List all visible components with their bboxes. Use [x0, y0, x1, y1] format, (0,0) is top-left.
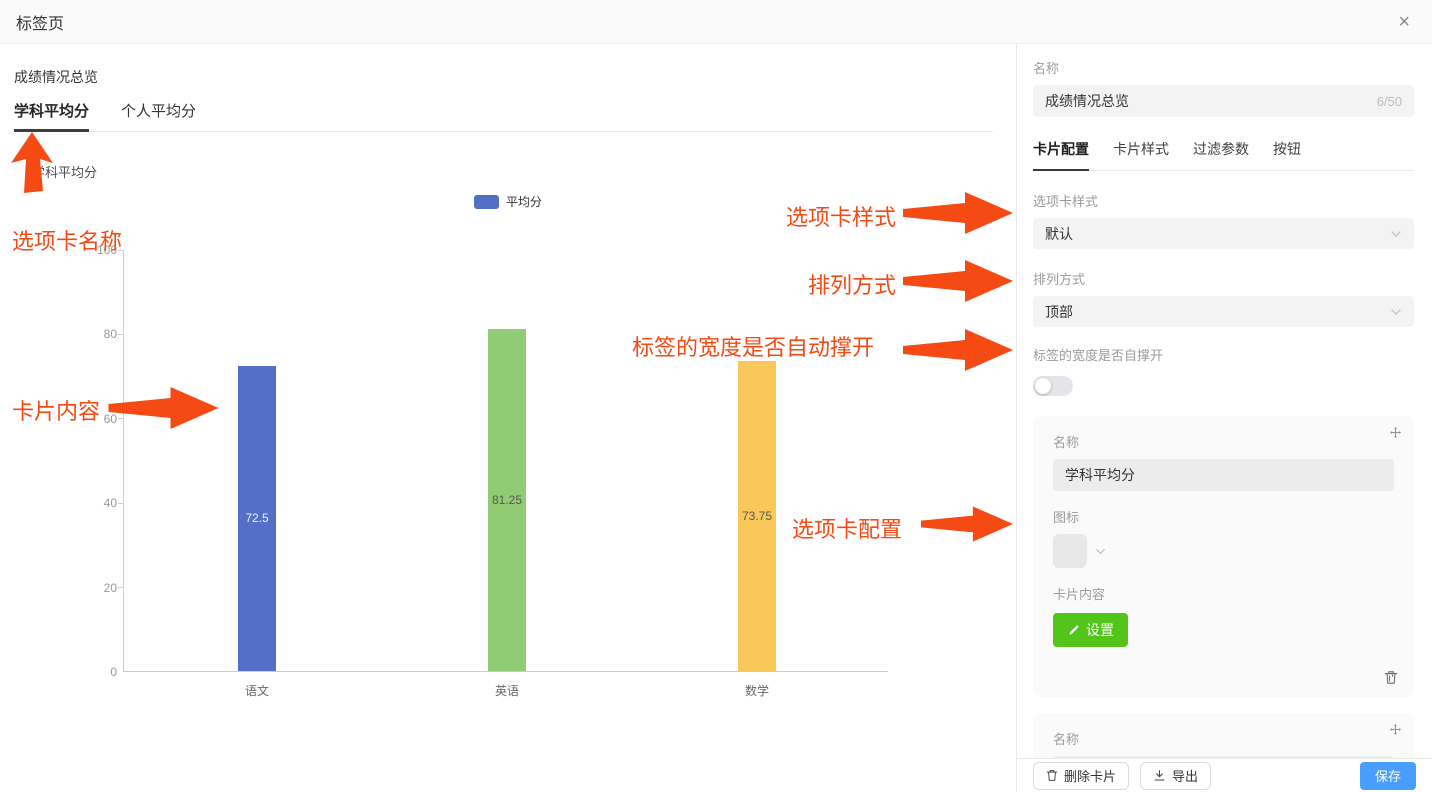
y-tick — [118, 502, 124, 504]
preview-tab-subject-average[interactable]: 学科平均分 — [14, 100, 90, 132]
icon-picker[interactable] — [1053, 534, 1087, 568]
bar-chart: 72.5 81.25 73.75 语文 英语 数学 — [118, 250, 888, 698]
preview-tab-bar: 学科平均分 个人平均分 — [14, 100, 993, 132]
close-icon[interactable]: × — [1398, 10, 1410, 33]
download-icon — [1154, 770, 1165, 781]
tab-style-label: 选项卡样式 — [1033, 194, 1099, 209]
x-axis-label: 数学 — [744, 684, 769, 698]
tab-filter-params[interactable]: 过滤参数 — [1193, 141, 1249, 157]
card-name-value: 学科平均分 — [1065, 467, 1135, 483]
chevron-down-icon[interactable] — [1095, 546, 1106, 557]
annotation-arrow-right-icon — [903, 260, 1013, 302]
annotation-tab-name: 选项卡名称 — [12, 229, 123, 254]
annotation-arrow-right-icon — [921, 506, 1013, 542]
y-tick — [118, 418, 124, 420]
tab-card-item: 名称 学科平均分 图标 卡片内容 设置 — [1033, 416, 1414, 697]
tab-card-item: 名称 个人平均分 图标 — [1033, 713, 1414, 758]
annotation-card-content: 卡片内容 — [12, 399, 101, 424]
bar-chinese[interactable]: 72.5 — [238, 365, 276, 671]
tab-buttons[interactable]: 按钮 — [1273, 141, 1301, 157]
config-tab-bar: 卡片配置 卡片样式 过滤参数 按钮 — [1033, 139, 1414, 171]
auto-width-label: 标签的宽度是否自撑开 — [1033, 348, 1164, 363]
card-name-label: 名称 — [1053, 435, 1080, 450]
name-field-label: 名称 — [1033, 61, 1060, 76]
save-button[interactable]: 保存 — [1359, 761, 1416, 790]
auto-width-toggle[interactable] — [1033, 376, 1073, 396]
annotation-arrow-right-icon — [903, 192, 1013, 234]
delete-card-label: 删除卡片 — [1064, 769, 1117, 784]
delete-card-button[interactable]: 删除卡片 — [1033, 761, 1130, 790]
drag-move-icon[interactable] — [1389, 723, 1402, 736]
settings-button-label: 设置 — [1086, 622, 1114, 638]
y-axis-labels: 100 80 60 40 20 0 — [96, 243, 117, 679]
annotation-tab-style: 选项卡样式 — [786, 205, 897, 230]
annotation-arrow-right-icon — [903, 329, 1013, 371]
trash-icon — [1046, 770, 1058, 781]
x-axis-label: 英语 — [494, 684, 519, 698]
dialog-title: 标签页 — [16, 15, 65, 33]
annotation-tab-config: 选项卡配置 — [792, 517, 903, 542]
card-name-label: 名称 — [1053, 732, 1080, 747]
legend-swatch — [474, 194, 499, 209]
export-label: 导出 — [1172, 769, 1199, 784]
export-button[interactable]: 导出 — [1140, 761, 1212, 790]
bar-value-label: 72.5 — [245, 511, 269, 526]
card-content-settings-button[interactable]: 设置 — [1053, 613, 1128, 647]
name-input[interactable]: 成绩情况总览 6/50 — [1033, 85, 1414, 117]
trash-icon[interactable] — [1384, 670, 1398, 685]
card-name-input[interactable]: 学科平均分 — [1053, 459, 1394, 491]
tab-style-value: 默认 — [1045, 225, 1073, 242]
card-name-input[interactable]: 个人平均分 — [1053, 756, 1394, 758]
chart-legend[interactable]: 平均分 — [474, 193, 542, 210]
legend-label: 平均分 — [506, 195, 543, 209]
arrangement-value: 顶部 — [1045, 303, 1073, 320]
drag-move-icon[interactable] — [1389, 426, 1402, 439]
annotation-auto-width: 标签的宽度是否自动撑开 — [632, 335, 875, 360]
x-axis-label: 语文 — [244, 684, 269, 698]
dialog-header: 标签页 × — [0, 0, 1432, 44]
name-input-value: 成绩情况总览 — [1045, 93, 1129, 109]
arrangement-select[interactable]: 顶部 — [1033, 296, 1414, 327]
card-icon-label: 图标 — [1053, 510, 1080, 525]
toggle-knob — [1035, 378, 1051, 394]
bar-value-label: 81.25 — [491, 492, 523, 507]
char-counter: 6/50 — [1376, 93, 1402, 109]
y-tick — [118, 334, 124, 336]
chevron-down-icon — [1391, 230, 1401, 237]
tab-style-select[interactable]: 默认 — [1033, 218, 1414, 249]
tab-card-config[interactable]: 卡片配置 — [1033, 139, 1089, 171]
edit-pencil-icon — [1069, 624, 1079, 635]
bar-value-label: 73.75 — [741, 508, 773, 523]
bar-math[interactable]: 73.75 — [738, 360, 776, 671]
chart-title: 学科平均分 — [32, 165, 98, 180]
annotation-arrow-right-icon — [108, 387, 219, 429]
annotation-arrow-up-icon — [11, 132, 53, 193]
config-panel: 名称 成绩情况总览 6/50 卡片配置 卡片样式 过滤参数 按钮 选项卡样式 默… — [1016, 44, 1432, 758]
card-content-label: 卡片内容 — [1053, 587, 1106, 602]
panel-footer: 删除卡片 导出 保存 — [1016, 758, 1432, 792]
chevron-down-icon — [1391, 308, 1401, 315]
arrangement-label: 排列方式 — [1033, 272, 1086, 287]
y-tick — [118, 586, 124, 588]
y-tick — [118, 250, 124, 251]
tab-card-style[interactable]: 卡片样式 — [1113, 141, 1169, 157]
preview-card-title: 成绩情况总览 — [14, 69, 98, 85]
preview-tab-personal-average[interactable]: 个人平均分 — [121, 103, 197, 120]
annotation-arrangement: 排列方式 — [808, 273, 897, 298]
bar-english[interactable]: 81.25 — [488, 328, 526, 671]
